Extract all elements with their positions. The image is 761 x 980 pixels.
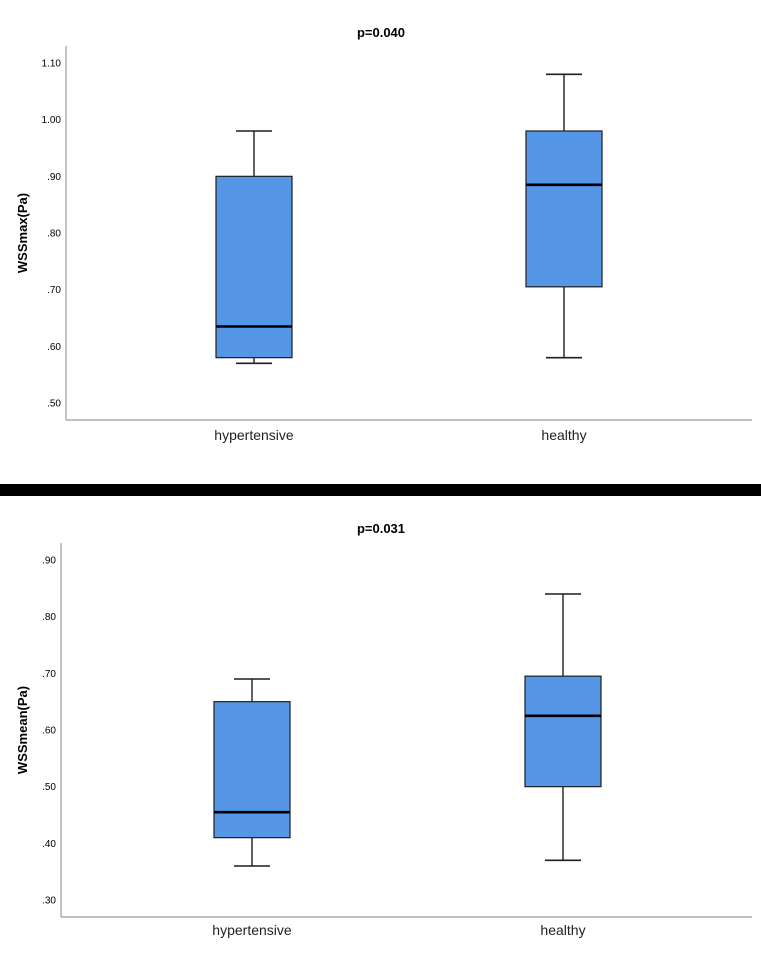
- chart-title: p=0.040: [357, 25, 405, 40]
- y-tick-label: .90: [47, 172, 61, 183]
- box-hypertensive: [213, 678, 291, 867]
- y-axis-label: WSSmax(Pa): [15, 193, 30, 273]
- y-axis-label: WSSmean(Pa): [15, 686, 30, 774]
- category-label: hypertensive: [212, 922, 292, 938]
- iqr-box: [215, 175, 293, 359]
- y-tick-label: .80: [42, 612, 56, 623]
- y-tick-label: .50: [47, 399, 61, 410]
- iqr-box: [524, 675, 602, 788]
- y-tick-label: .40: [42, 839, 56, 850]
- box-healthy: [525, 73, 603, 359]
- y-tick-label: 1.10: [42, 59, 62, 70]
- category-label: healthy: [541, 427, 586, 443]
- y-tick-label: 1.00: [42, 115, 62, 126]
- y-tick-label: .30: [42, 896, 56, 907]
- chart-title: p=0.031: [357, 521, 405, 536]
- category-label: hypertensive: [214, 427, 294, 443]
- y-tick-label: .60: [42, 726, 56, 737]
- y-tick-label: .80: [47, 229, 61, 240]
- box-hypertensive: [215, 130, 293, 365]
- iqr-box: [213, 701, 291, 839]
- category-label: healthy: [540, 922, 585, 938]
- panel-divider: [0, 484, 761, 496]
- wssmean-boxplot-panel: p=0.031 WSSmean(Pa) .30 .40 .50 .60 .70 .80 .90 h…: [15, 521, 752, 938]
- y-tick-label: .70: [42, 669, 56, 680]
- y-tick-label: .60: [47, 342, 61, 353]
- y-tick-label: .50: [42, 782, 56, 793]
- y-tick-label: .90: [42, 556, 56, 567]
- y-tick-label: .70: [47, 285, 61, 296]
- box-healthy: [524, 593, 602, 862]
- iqr-box: [525, 130, 603, 288]
- wssmax-boxplot-panel: p=0.040 WSSmax(Pa) .50 .60 .70 .80 .90 1.00 1.10…: [15, 25, 752, 443]
